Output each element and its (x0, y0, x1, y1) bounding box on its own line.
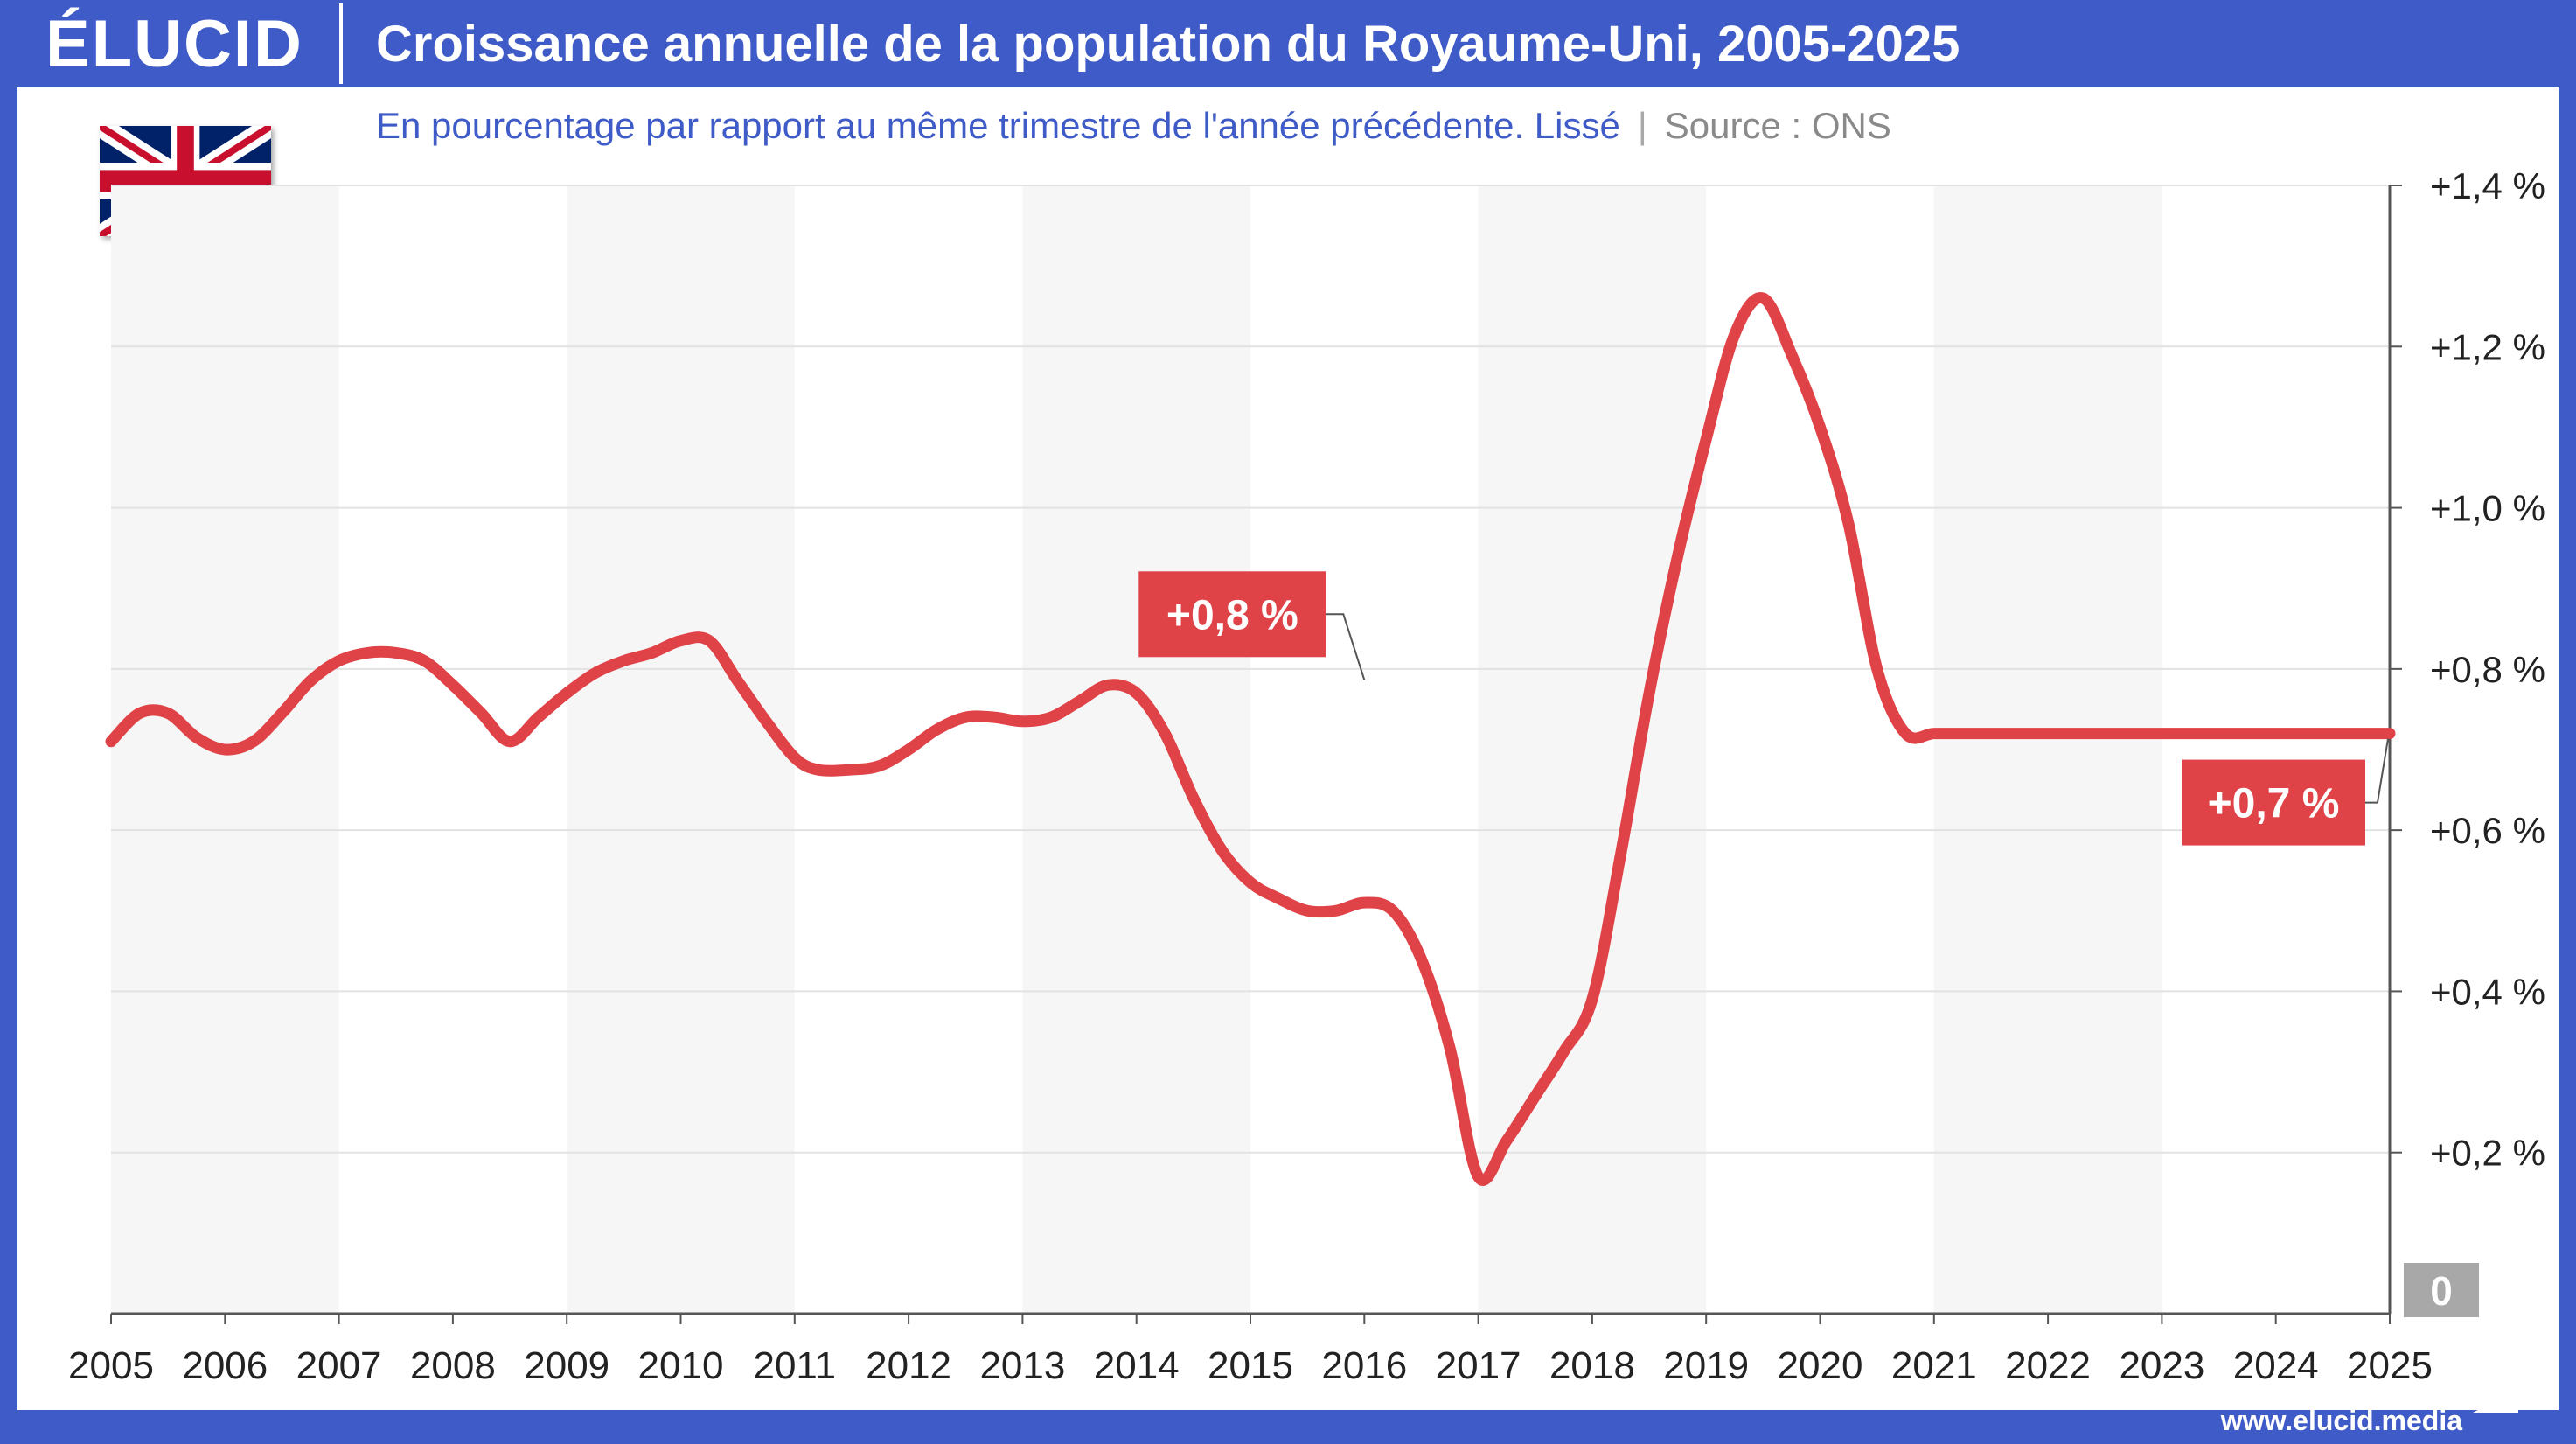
year-band (1933, 185, 2162, 1314)
footer-mark-icon (2471, 1389, 2518, 1413)
x-tick-label: 2015 (1208, 1344, 1293, 1387)
annotation-box (2182, 759, 2365, 846)
year-band (1022, 185, 1250, 1314)
source-label: Source : ONS (1664, 105, 1891, 146)
header-divider (339, 3, 343, 84)
subtitle-row: En pourcentage par rapport au même trime… (376, 100, 1891, 152)
x-tick-label: 2023 (2119, 1344, 2204, 1387)
x-tick-label: 2009 (524, 1344, 609, 1387)
x-tick-label: 2019 (1663, 1344, 1749, 1387)
y-tick-label: +1,4 % (2430, 165, 2545, 206)
y-tick-label: +0,6 % (2430, 810, 2545, 851)
x-tick-label: 2021 (1891, 1344, 1977, 1387)
y-axis-ticks: +0,2 % +0,4 % +0,6 % +0,8 % +1,0 % +1,2 % +1,4… (2390, 165, 2545, 1317)
x-tick-label: 2007 (296, 1344, 382, 1387)
annotation-box (1138, 571, 1326, 658)
annotation-leader (2365, 738, 2389, 804)
year-band (567, 185, 795, 1314)
annotations: +0,8 % +0,7 % (1138, 571, 2389, 846)
grid-lines (111, 185, 2390, 1154)
zero-label-box (2404, 1263, 2479, 1317)
x-tick-label: 2018 (1549, 1344, 1635, 1387)
elucid-logo: ÉLUCID (45, 7, 303, 81)
x-tick-label: 2006 (182, 1344, 268, 1387)
series-group (105, 292, 2396, 1186)
annotation-leader (1326, 613, 1366, 680)
y-tick-label: +1,0 % (2430, 488, 2545, 529)
x-tick-label: 2011 (753, 1344, 836, 1387)
series-line (105, 292, 2396, 1186)
zero-label: 0 (2430, 1268, 2453, 1314)
chart-subtitle: En pourcentage par rapport au même trime… (376, 105, 1620, 146)
x-tick-label: 2020 (1778, 1344, 1863, 1387)
x-tick-label: 2025 (2347, 1344, 2433, 1387)
header-bar: ÉLUCID Croissance annuelle de la populat… (0, 0, 2576, 87)
x-tick-label: 2022 (2005, 1344, 2091, 1387)
y-tick-label: +0,8 % (2430, 649, 2545, 690)
year-band (1478, 185, 1707, 1314)
x-tick-label: 2014 (1094, 1344, 1180, 1387)
x-axis-ticks: 2005 2006 2007 2008 2009 2010 2011 2012 2013 2014… (68, 1314, 2433, 1387)
annotation-label: +0,7 % (2208, 781, 2340, 827)
y-tick-label: +1,2 % (2430, 326, 2545, 367)
x-tick-label: 2016 (1321, 1344, 1407, 1387)
x-tick-label: 2024 (2233, 1344, 2319, 1387)
x-tick-label: 2012 (866, 1344, 951, 1387)
x-tick-label: 2010 (638, 1344, 724, 1387)
y-tick-label: +0,4 % (2430, 971, 2545, 1012)
subtitle-separator: | (1637, 105, 1647, 146)
x-tick-label: 2008 (410, 1344, 496, 1387)
x-tick-label: 2017 (1436, 1344, 1521, 1387)
footer-url: www.elucid.media (2220, 1405, 2462, 1436)
y-tick-label: +0,2 % (2430, 1133, 2545, 1174)
x-tick-label: 2013 (979, 1344, 1065, 1387)
year-bands (111, 185, 2162, 1314)
chart-title: Croissance annuelle de la population du … (376, 16, 1960, 73)
annotation-label: +0,8 % (1166, 592, 1298, 638)
x-tick-label: 2005 (68, 1344, 154, 1387)
